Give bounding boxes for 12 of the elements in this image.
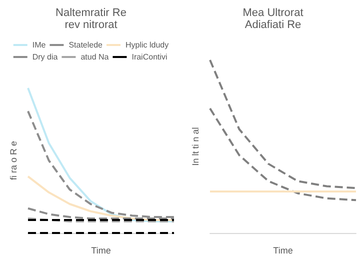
- y-axis-title: In lt ti n al: [190, 127, 200, 166]
- legend-label: Dry dia: [32, 52, 58, 62]
- chart-title: Mea Ultrorat Adiafiati Re: [242, 7, 304, 31]
- legend-label: Hyplic ldudy: [126, 40, 169, 50]
- legend-label: atud Na: [80, 52, 110, 62]
- legend-label: IMe: [32, 40, 46, 50]
- legend-label: Statelede: [68, 40, 104, 50]
- chart-title: Naltemratir Re rev nitrorat: [56, 7, 126, 31]
- legend-label: IraiContivi: [132, 52, 168, 62]
- x-axis-title: Time: [273, 245, 293, 256]
- x-axis-title: Time: [91, 245, 111, 256]
- y-axis-title: fi ra o R e: [8, 140, 18, 180]
